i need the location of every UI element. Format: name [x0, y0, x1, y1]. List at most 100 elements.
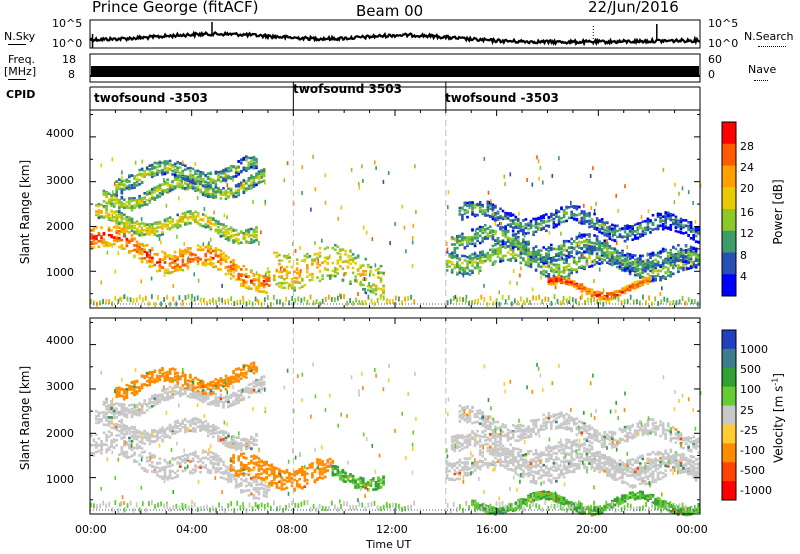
data-cell [679, 266, 683, 270]
data-cell [107, 228, 111, 232]
data-cell [214, 192, 218, 196]
data-cell [613, 239, 617, 243]
scatter-cell [371, 237, 374, 242]
data-cell [550, 248, 553, 252]
data-cell [148, 233, 152, 236]
data-cell [382, 271, 385, 275]
data-cell [542, 246, 545, 249]
scatter-cell [692, 201, 694, 205]
ground-cell [202, 297, 205, 303]
data-cell [527, 264, 530, 268]
data-cell [140, 231, 144, 235]
data-cell [450, 253, 454, 257]
data-cell [285, 281, 289, 285]
data-cell [588, 292, 591, 295]
ground-cell [163, 297, 165, 303]
data-cell [697, 231, 701, 234]
data-cell [656, 227, 660, 231]
data-cell [112, 198, 116, 202]
data-cell [158, 457, 162, 460]
scatter-cell [538, 226, 541, 231]
data-cell [511, 219, 515, 223]
data-cell [298, 281, 301, 285]
data-cell [463, 254, 467, 258]
data-cell [179, 215, 182, 219]
data-cell [179, 162, 182, 165]
data-cell [222, 472, 225, 475]
scatter-cell [375, 166, 377, 171]
data-cell [461, 206, 464, 210]
data-cell [179, 174, 182, 178]
data-cell [318, 263, 322, 267]
data-cell [123, 204, 126, 207]
data-cell [189, 173, 192, 176]
data-cell [623, 227, 627, 231]
data-cell [217, 220, 220, 224]
data-cell [196, 188, 200, 192]
data-cell [303, 283, 307, 287]
data-cell [100, 440, 103, 443]
scatter-cell [389, 241, 391, 246]
data-cell [481, 253, 484, 256]
nsearch-legend-line [758, 46, 786, 47]
data-cell [362, 278, 365, 281]
data-cell [140, 199, 144, 203]
data-cell [204, 254, 207, 258]
data-cell [679, 250, 683, 254]
data-cell [639, 223, 642, 227]
data-cell [318, 246, 322, 250]
ground-cell [541, 299, 544, 304]
data-cell [166, 268, 169, 272]
scatter-cell [121, 175, 123, 180]
data-cell [524, 242, 528, 245]
data-cell [227, 175, 230, 179]
data-cell [242, 168, 246, 172]
ground-cell [239, 299, 242, 305]
ground-cell [303, 296, 306, 302]
data-cell [674, 217, 678, 220]
data-cell [214, 249, 218, 253]
ground-cell [645, 300, 647, 306]
data-cell [674, 260, 678, 263]
data-cell [176, 222, 179, 226]
scatter-cell [681, 186, 684, 191]
data-cell [237, 170, 240, 174]
data-cell [636, 272, 640, 276]
data-cell [151, 231, 154, 234]
data-cell [644, 269, 647, 273]
data-cell [194, 450, 197, 454]
data-cell [484, 259, 487, 263]
ground-cell [501, 294, 504, 300]
data-cell [125, 201, 129, 204]
data-cell [306, 270, 309, 274]
data-cell [694, 259, 698, 262]
data-cell [478, 206, 482, 210]
data-cell [115, 235, 118, 239]
data-cell [567, 246, 571, 249]
data-cell [199, 189, 202, 192]
ground-cell [123, 294, 126, 300]
scatter-cell [314, 241, 316, 245]
data-cell [588, 240, 591, 244]
data-cell [107, 192, 111, 196]
data-cell [214, 172, 218, 175]
data-cell [186, 216, 190, 219]
data-cell [171, 185, 174, 189]
data-cell [118, 210, 121, 213]
scatter-cell [415, 209, 417, 214]
scatter-cell [446, 241, 448, 246]
data-cell [212, 189, 215, 193]
data-cell [539, 219, 543, 222]
data-cell [445, 269, 449, 272]
data-cell [603, 233, 606, 237]
data-cell [219, 262, 223, 266]
ground-cell [681, 296, 684, 301]
scatter-cell [121, 170, 123, 175]
data-cell [133, 177, 136, 181]
data-cell [478, 203, 482, 206]
ground-cell [129, 297, 132, 303]
data-cell [611, 238, 614, 242]
data-cell [90, 234, 93, 238]
data-cell [491, 237, 495, 240]
data-cell [168, 262, 172, 266]
